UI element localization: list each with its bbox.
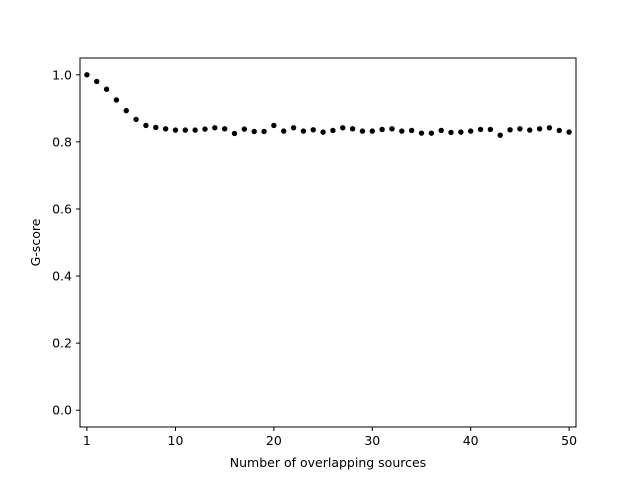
data-point <box>133 116 139 123</box>
y-tick-label: 0.2 <box>52 336 72 351</box>
data-point <box>487 126 494 133</box>
data-point <box>153 124 159 131</box>
data-point <box>261 128 267 135</box>
data-point <box>536 126 543 132</box>
data-point <box>192 127 198 133</box>
data-point <box>399 128 405 134</box>
data-point <box>103 86 110 92</box>
data-point <box>290 125 297 131</box>
data-point <box>300 128 307 134</box>
data-point <box>143 122 149 129</box>
y-tick-label: 0.8 <box>52 134 72 149</box>
data-point <box>340 125 346 131</box>
plot-background <box>80 58 576 427</box>
data-point <box>527 127 533 133</box>
data-point <box>477 126 484 133</box>
data-point <box>517 126 523 132</box>
data-point <box>202 126 208 132</box>
data-point <box>162 126 169 132</box>
x-tick-label: 30 <box>364 433 380 448</box>
x-axis-label: Number of overlapping sources <box>230 455 426 470</box>
data-point <box>221 126 228 132</box>
data-point <box>113 97 120 103</box>
data-point <box>349 126 356 132</box>
data-point <box>241 126 248 132</box>
x-tick-label: 20 <box>266 433 282 448</box>
y-tick-label: 0.0 <box>52 403 72 418</box>
x-tick-label: 10 <box>168 433 184 448</box>
data-point <box>123 107 129 114</box>
data-point <box>428 130 435 136</box>
data-point <box>497 132 503 138</box>
data-point <box>281 128 287 134</box>
data-point <box>330 127 336 134</box>
data-point <box>231 130 238 137</box>
data-point <box>438 127 444 134</box>
x-axis: 1 10 20 30 40 50 <box>83 427 577 448</box>
x-tick-label: 1 <box>83 433 91 448</box>
data-point <box>182 127 189 133</box>
data-point <box>212 125 218 131</box>
data-point <box>566 129 572 135</box>
data-point <box>408 127 415 134</box>
x-tick-label: 50 <box>561 433 577 448</box>
data-point <box>458 129 464 135</box>
data-point <box>467 128 474 134</box>
y-tick-label: 1.0 <box>52 67 72 82</box>
data-point <box>251 128 257 135</box>
data-point <box>556 127 562 134</box>
data-point <box>379 126 385 133</box>
data-point <box>369 128 375 134</box>
data-point <box>507 127 513 133</box>
plot-frame <box>79 57 577 428</box>
data-point <box>418 130 425 136</box>
data-point <box>448 129 454 136</box>
data-point <box>172 127 179 133</box>
data-point <box>94 78 100 85</box>
data-point <box>546 125 553 131</box>
y-axis-label: G-score <box>28 218 43 266</box>
data-point <box>84 72 90 78</box>
data-point <box>310 127 316 133</box>
x-tick-label: 40 <box>463 433 479 448</box>
data-point <box>320 129 326 135</box>
y-tick-label: 0.6 <box>52 201 72 216</box>
data-point <box>389 126 395 132</box>
data-point <box>359 128 366 134</box>
y-axis: 0.0 0.2 0.4 0.6 0.8 1.0 <box>52 67 80 418</box>
data-point <box>271 122 277 129</box>
y-tick-label: 0.4 <box>52 269 72 284</box>
data-points <box>84 72 572 138</box>
